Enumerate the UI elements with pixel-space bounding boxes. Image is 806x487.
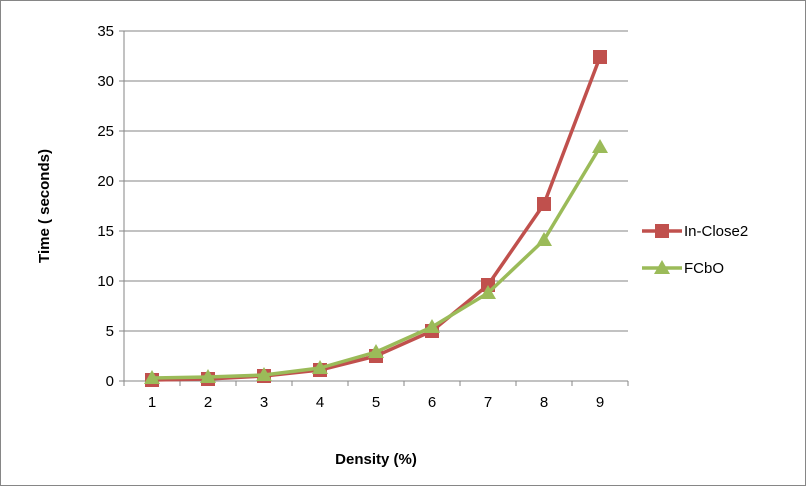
legend-marker (654, 260, 670, 274)
x-tick-label: 7 (484, 394, 492, 411)
data-point (592, 139, 608, 153)
y-tick-label: 0 (106, 373, 114, 390)
x-tick-label: 4 (316, 394, 324, 411)
x-tick-label: 3 (260, 394, 268, 411)
y-tick-label: 20 (97, 173, 114, 190)
x-tick-label: 6 (428, 394, 436, 411)
data-point (144, 370, 160, 384)
data-point (537, 197, 551, 211)
y-tick-label: 15 (97, 223, 114, 240)
legend-label: In-Close2 (684, 223, 748, 240)
data-point (256, 367, 272, 381)
data-point (480, 285, 496, 299)
series (144, 50, 608, 387)
legend: In-Close2 FCbO (642, 223, 748, 277)
y-tick-label: 30 (97, 73, 114, 90)
x-tick-label: 8 (540, 394, 548, 411)
y-tick-label: 5 (106, 323, 114, 340)
x-axis-title: Density (%) (335, 451, 417, 468)
gridlines (124, 30, 628, 332)
legend-marker (655, 224, 669, 238)
x-tick-label: 1 (148, 394, 156, 411)
x-tick-label: 2 (204, 394, 212, 411)
y-axis-title: Time ( seconds) (36, 149, 53, 263)
series-0 (145, 50, 607, 387)
x-tick-label: 9 (596, 394, 604, 411)
y-tick-label: 35 (97, 23, 114, 40)
data-point (368, 344, 384, 358)
data-point (424, 319, 440, 333)
legend-item-1: FCbO (642, 260, 724, 277)
data-point (312, 360, 328, 374)
legend-item-0: In-Close2 (642, 223, 748, 240)
y-tick-label: 10 (97, 273, 114, 290)
x-tick-label: 5 (372, 394, 380, 411)
legend-label: FCbO (684, 260, 724, 277)
series-line (151, 56, 602, 382)
data-point (536, 232, 552, 246)
data-point (593, 50, 607, 64)
series-1 (144, 139, 608, 384)
data-point (200, 369, 216, 383)
series-line (151, 146, 602, 380)
axes: 0 5 10 15 20 25 30 35 1 2 3 4 5 6 7 8 9 (97, 23, 629, 411)
y-tick-label: 25 (97, 123, 114, 140)
